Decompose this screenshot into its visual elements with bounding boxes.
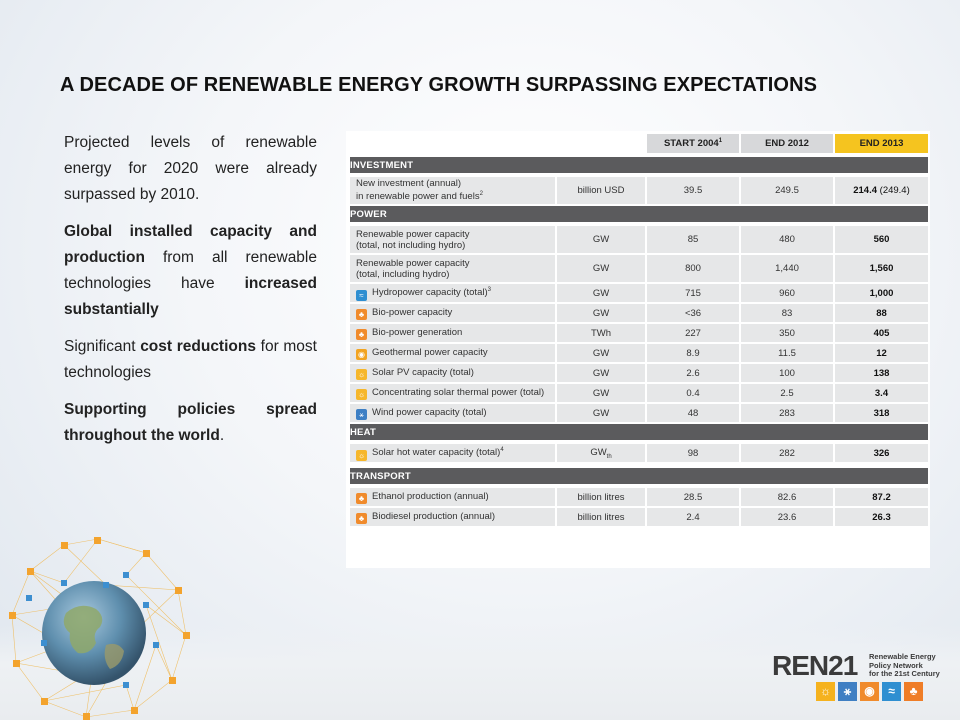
globe-network-graphic xyxy=(9,537,190,720)
solar-icon: ☼ xyxy=(356,388,367,400)
bullet-column: Projected levels of renewable energy for… xyxy=(64,130,317,460)
indicators-table: START 20041 END 2012 END 2013 INVESTMENT… xyxy=(346,131,930,568)
geothermal-icon: ◉ xyxy=(356,348,367,360)
table-row: ☼ Concentrating solar thermal power (tota… xyxy=(350,383,928,404)
table-row: ♣ Bio-power generation TWh 227 350 405 xyxy=(350,323,928,344)
table-row: New investment (annual) in renewable powe… xyxy=(350,177,928,206)
bottom-band xyxy=(0,625,960,720)
sun-icon: ☼ xyxy=(816,682,835,701)
table-row: ≈ Hydropower capacity (total)3 GW 715 960… xyxy=(350,283,928,304)
bio-power-icon: ♣ xyxy=(356,492,367,504)
col-end-2013: END 2013 xyxy=(833,134,928,153)
table-header-row: START 20041 END 2012 END 2013 xyxy=(350,134,928,153)
table-row: ⚹ Wind power capacity (total) GW 48 283 3… xyxy=(350,403,928,424)
section-power: POWER xyxy=(350,205,928,222)
biomass-icon: ♣ xyxy=(904,682,923,701)
table-row: Renewable power capacity (total, includin… xyxy=(350,254,928,284)
table-row: ☼ Solar PV capacity (total) GW 2.6 100 13… xyxy=(350,363,928,384)
table-row: ♣ Ethanol production (annual) billion lit… xyxy=(350,488,928,508)
table-row: Renewable power capacity (total, not incl… xyxy=(350,226,928,255)
table-row: ♣ Bio-power capacity GW <36 83 88 xyxy=(350,303,928,324)
table-row: ◉ Geothermal power capacity GW 8.9 11.5 1… xyxy=(350,343,928,364)
bullet-policies: Supporting policies spread throughout th… xyxy=(64,401,317,444)
section-transport: TRANSPORT xyxy=(350,468,928,484)
wind-icon: ⚹ xyxy=(356,408,367,420)
solar-icon: ☼ xyxy=(356,368,367,380)
table-row: ♣ Biodiesel production (annual) billion l… xyxy=(350,507,928,528)
hydro-icon: ≈ xyxy=(882,682,901,701)
table-row: ☼ Solar hot water capacity (total)4 GWth … xyxy=(350,444,928,464)
bio-power-icon: ♣ xyxy=(356,308,367,320)
col-end-2012: END 2012 xyxy=(739,134,834,153)
solar-icon: ☼ xyxy=(356,449,367,461)
bio-power-icon: ♣ xyxy=(356,512,367,524)
bio-power-icon: ♣ xyxy=(356,328,367,340)
bullet-cost: Significant cost reductions for most tec… xyxy=(64,338,317,381)
wind-icon: ⚹ xyxy=(838,682,857,701)
col-start-2004: START 20041 xyxy=(645,134,740,153)
hydro-icon: ≈ xyxy=(356,289,367,301)
bullet-capacity: Global installed capacity and production… xyxy=(64,223,317,318)
bullet-projected: Projected levels of renewable energy for… xyxy=(64,134,317,203)
section-investment: INVESTMENT xyxy=(350,157,928,173)
slide-title: A DECADE OF RENEWABLE ENERGY GROWTH SURP… xyxy=(60,74,818,96)
section-heat: HEAT xyxy=(350,423,928,440)
ren21-logo: REN21 Renewable Energy Policy Network fo… xyxy=(772,650,942,710)
geothermal-icon: ◉ xyxy=(860,682,879,701)
